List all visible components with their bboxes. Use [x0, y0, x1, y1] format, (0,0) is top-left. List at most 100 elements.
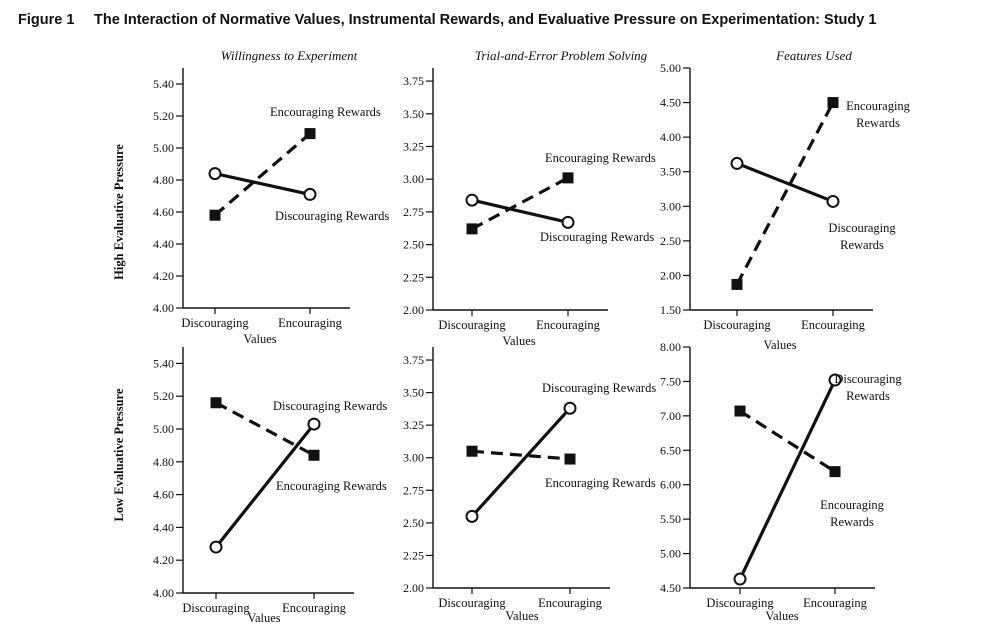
chart-panel-5: 2.00 2.25 2.50 2.75 3.00 3.25 3.50 3.75 Discoura… — [403, 347, 656, 623]
x-tick-label: Encouraging — [536, 318, 601, 332]
y-tick-label: 2.25 — [403, 270, 424, 284]
y-tick-label: 2.50 — [403, 516, 424, 530]
data-point-circle — [303, 187, 317, 201]
series-label: Discouraging Rewards — [542, 381, 656, 395]
chart-panel-2: 2.00 2.25 2.50 2.75 3.00 3.25 3.50 3.75 Discoura… — [403, 68, 656, 348]
y-tick-label: 4.00 — [153, 586, 174, 600]
series-line-discouraging-rewards — [471, 198, 569, 224]
y-tick-label: 4.50 — [660, 96, 681, 110]
y-tick-label: 5.00 — [153, 422, 174, 436]
data-point-square — [562, 172, 574, 184]
series-label: Encouraging Rewards — [820, 498, 885, 529]
y-tick-label: 6.50 — [660, 443, 681, 457]
series-line-discouraging-rewards — [738, 379, 837, 580]
data-point-circle — [828, 373, 842, 387]
data-point-square — [829, 466, 841, 478]
y-tick-label: 3.00 — [403, 172, 424, 186]
y-tick-label: 5.50 — [660, 512, 681, 526]
x-tick-label: Discouraging — [438, 596, 506, 610]
column-title-willingness: Willingness to Experiment — [221, 48, 358, 63]
series-line-discouraging-rewards — [214, 423, 316, 549]
y-tick-label: 4.50 — [660, 581, 681, 595]
data-point-square — [209, 209, 221, 221]
series-label: Encouraging Rewards — [545, 151, 656, 165]
series-label: Discouraging Rewards — [540, 230, 654, 244]
series-line-discouraging-rewards — [470, 407, 572, 518]
chart-panel-4: 4.00 4.20 4.40 4.60 4.80 5.00 5.20 5.40 Discoura… — [153, 347, 387, 625]
data-point-square — [564, 453, 576, 465]
y-tick-label: 4.40 — [153, 520, 174, 534]
data-point-circle — [465, 509, 479, 523]
y-tick-label: 3.00 — [403, 451, 424, 465]
data-point-circle — [730, 156, 744, 170]
x-tick-label: Encouraging — [278, 316, 343, 330]
y-tick-label: 5.20 — [153, 109, 174, 123]
x-tick-label: Discouraging — [438, 318, 506, 332]
series-label: Discouraging Rewards — [828, 221, 896, 252]
data-point-circle — [733, 572, 747, 586]
chart-panel-1: 4.00 4.20 4.40 4.60 4.80 5.00 5.20 5.40 Discoura… — [153, 68, 389, 346]
series-line-encouraging-rewards — [213, 132, 312, 217]
row-label-low: Low Evaluative Pressure — [112, 388, 126, 521]
chart-panel-3: 1.50 2.00 2.50 3.00 3.50 4.00 4.50 5.00 Discoura… — [660, 61, 911, 352]
x-tick-label: Encouraging — [538, 596, 603, 610]
x-tick-label: Encouraging — [801, 318, 866, 332]
x-axis-label: Values — [763, 338, 796, 352]
y-tick-label: 3.00 — [660, 199, 681, 213]
data-point-square — [734, 405, 746, 417]
y-tick-label: 4.20 — [153, 553, 174, 567]
series-line-encouraging-rewards — [739, 409, 836, 473]
data-point-circle — [563, 401, 577, 415]
x-tick-label: Discouraging — [706, 596, 774, 610]
data-point-square — [308, 449, 320, 461]
y-tick-label: 2.00 — [403, 581, 424, 595]
data-point-square — [304, 128, 316, 140]
y-tick-label: 3.50 — [403, 386, 424, 400]
data-point-circle — [209, 540, 223, 554]
figure-title: The Interaction of Normative Values, Ins… — [94, 12, 876, 28]
y-tick-label: 5.40 — [153, 356, 174, 370]
y-tick-label: 2.00 — [403, 303, 424, 317]
x-tick-label: Discouraging — [703, 318, 771, 332]
series-label: Discouraging Rewards — [273, 399, 387, 413]
y-tick-label: 6.00 — [660, 478, 681, 492]
y-tick-label: 1.50 — [660, 303, 681, 317]
series-label: Encouraging Rewards — [270, 105, 381, 119]
series-label: Discouraging Rewards — [275, 209, 389, 223]
series-line-discouraging-rewards — [214, 172, 311, 196]
y-tick-label: 5.00 — [660, 61, 681, 75]
y-tick-label: 2.75 — [403, 483, 424, 497]
column-title-features: Features Used — [775, 48, 852, 63]
y-tick-label: 5.00 — [153, 141, 174, 155]
y-tick-label: 4.60 — [153, 488, 174, 502]
y-tick-label: 7.00 — [660, 409, 681, 423]
x-axis-label: Values — [502, 334, 535, 348]
chart-panels: 4.00 4.20 4.40 4.60 4.80 5.00 5.20 5.40 Discoura… — [153, 61, 911, 625]
y-tick-label: 4.60 — [153, 205, 174, 219]
series-line-encouraging-rewards — [471, 449, 571, 461]
y-tick-label: 4.20 — [153, 269, 174, 283]
data-point-circle — [561, 215, 575, 229]
y-tick-label: 8.00 — [660, 340, 681, 354]
y-tick-label: 4.80 — [153, 173, 174, 187]
y-tick-label: 2.75 — [403, 205, 424, 219]
series-label: Encouraging Rewards — [846, 99, 911, 130]
y-tick-label: 4.80 — [153, 455, 174, 469]
y-tick-label: 4.00 — [153, 301, 174, 315]
data-point-circle — [208, 167, 222, 181]
y-tick-label: 2.25 — [403, 548, 424, 562]
chart-panel-6: 4.50 5.00 5.50 6.00 6.50 7.00 7.50 8.00 Discoura… — [660, 340, 902, 623]
x-tick-label: Discouraging — [181, 316, 249, 330]
y-tick-label: 7.50 — [660, 374, 681, 388]
x-tick-label: Encouraging — [803, 596, 868, 610]
data-point-circle — [307, 417, 321, 431]
series-label: Encouraging Rewards — [545, 476, 656, 490]
y-tick-label: 3.50 — [660, 165, 681, 179]
x-axis-label: Values — [765, 609, 798, 623]
data-point-square — [210, 397, 222, 409]
data-point-square — [731, 278, 743, 290]
x-tick-label: Discouraging — [182, 601, 250, 615]
y-tick-label: 2.50 — [403, 238, 424, 252]
figure-label: Figure 1 — [18, 12, 74, 28]
